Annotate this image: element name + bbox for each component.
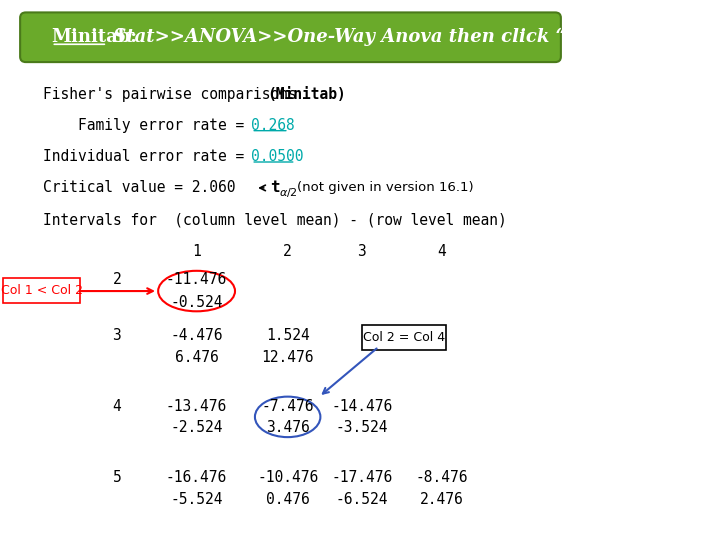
Text: -11.476: -11.476 [166, 272, 228, 287]
Text: 3.476: 3.476 [266, 420, 310, 435]
Text: $\alpha$/2: $\alpha$/2 [279, 186, 297, 199]
Text: Minitab:: Minitab: [51, 28, 138, 46]
Text: 4: 4 [112, 399, 121, 414]
Text: Family error rate =: Family error rate = [43, 118, 253, 133]
Text: t: t [270, 180, 279, 195]
Text: Col 1 < Col 2: Col 1 < Col 2 [1, 284, 83, 297]
Text: 12.476: 12.476 [261, 350, 314, 365]
Text: 2: 2 [283, 244, 292, 259]
Text: 0.476: 0.476 [266, 492, 310, 507]
FancyBboxPatch shape [3, 278, 80, 303]
FancyBboxPatch shape [361, 325, 446, 350]
Text: Stat>>ANOVA>>One-Way Anova then click “comparisons”.: Stat>>ANOVA>>One-Way Anova then click “c… [107, 28, 711, 46]
Text: (not given in version 16.1): (not given in version 16.1) [297, 181, 473, 194]
Text: 6.476: 6.476 [175, 350, 218, 365]
Text: 2: 2 [112, 272, 121, 287]
Text: -13.476: -13.476 [166, 399, 228, 414]
Text: (Minitab): (Minitab) [268, 87, 346, 102]
Text: -4.476: -4.476 [171, 328, 222, 343]
Text: 4: 4 [437, 244, 446, 259]
Text: 5: 5 [112, 470, 121, 485]
Text: -17.476: -17.476 [331, 470, 392, 485]
Text: 1: 1 [192, 244, 201, 259]
Text: Intervals for  (column level mean) - (row level mean): Intervals for (column level mean) - (row… [43, 213, 507, 228]
Text: 1.524: 1.524 [266, 328, 310, 343]
Text: -6.524: -6.524 [336, 492, 388, 507]
Text: Fisher's pairwise comparisons: Fisher's pairwise comparisons [43, 87, 305, 102]
Text: -7.476: -7.476 [261, 399, 314, 414]
Text: 2.476: 2.476 [420, 492, 463, 507]
Text: Individual error rate =: Individual error rate = [43, 149, 253, 164]
Text: -2.524: -2.524 [171, 420, 222, 435]
Text: 0.0500: 0.0500 [251, 149, 304, 164]
Text: 0.268: 0.268 [251, 118, 295, 133]
Text: -10.476: -10.476 [257, 470, 318, 485]
Text: -5.524: -5.524 [171, 492, 222, 507]
Text: 3: 3 [112, 328, 121, 343]
Text: -14.476: -14.476 [331, 399, 392, 414]
Text: 3: 3 [357, 244, 366, 259]
Text: -3.524: -3.524 [336, 420, 388, 435]
Text: Col 2 = Col 4: Col 2 = Col 4 [363, 331, 445, 344]
Text: -8.476: -8.476 [415, 470, 467, 485]
Text: -16.476: -16.476 [166, 470, 228, 485]
FancyBboxPatch shape [20, 12, 561, 62]
Text: -0.524: -0.524 [171, 295, 222, 310]
Text: Critical value = 2.060: Critical value = 2.060 [43, 180, 253, 195]
